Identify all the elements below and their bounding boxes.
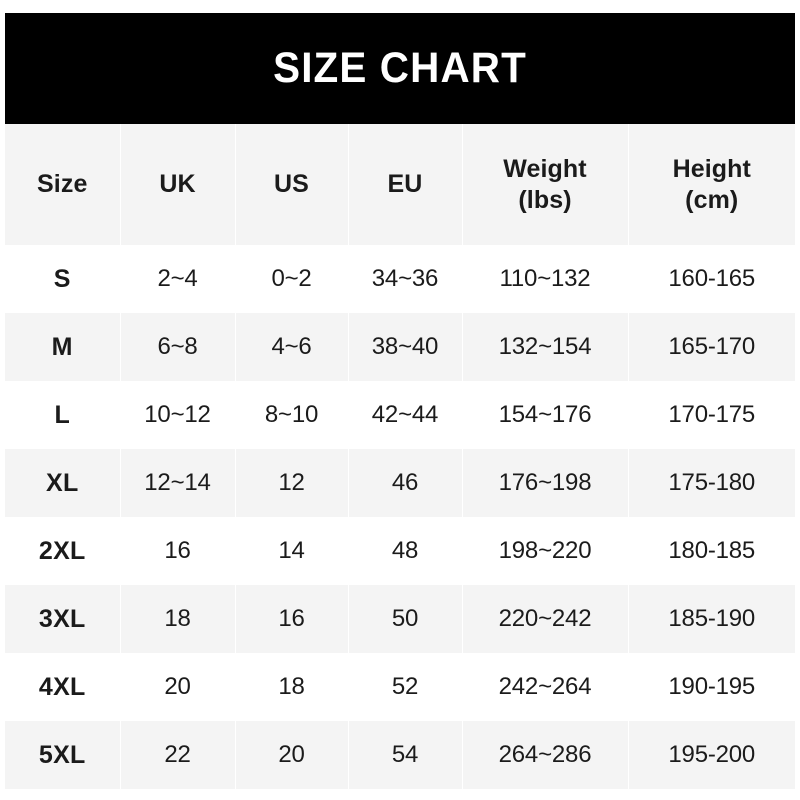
cell-uk: 22 — [120, 721, 236, 789]
cell-size: M — [5, 313, 121, 381]
cell-size: S — [5, 245, 121, 313]
table-row: M 6~8 4~6 38~40 132~154 165-170 — [5, 313, 795, 381]
column-header-height-unit: (cm) — [685, 185, 739, 214]
table-row: S 2~4 0~2 34~36 110~132 160-165 — [5, 245, 795, 313]
table-row: 5XL 22 20 54 264~286 195-200 — [5, 721, 795, 789]
cell-us: 16 — [235, 585, 349, 653]
cell-us: 20 — [235, 721, 349, 789]
cell-us: 12 — [235, 449, 349, 517]
cell-size: L — [5, 381, 121, 449]
cell-weight: 242~264 — [462, 653, 629, 721]
cell-eu: 34~36 — [348, 245, 463, 313]
table-header-row: Size UK US EU Weight (lbs) Height (cm) — [5, 124, 795, 245]
table-row: L 10~12 8~10 42~44 154~176 170-175 — [5, 381, 795, 449]
cell-size: 5XL — [5, 721, 121, 789]
cell-us: 14 — [235, 517, 349, 585]
cell-height: 185-190 — [628, 585, 795, 653]
table-row: XL 12~14 12 46 176~198 175-180 — [5, 449, 795, 517]
cell-size: XL — [5, 449, 121, 517]
cell-eu: 46 — [348, 449, 463, 517]
cell-eu: 52 — [348, 653, 463, 721]
column-header-uk: UK — [120, 124, 236, 245]
cell-uk: 2~4 — [120, 245, 236, 313]
column-header-size-label: Size — [37, 170, 88, 199]
cell-size: 2XL — [5, 517, 121, 585]
column-header-height: Height (cm) — [628, 124, 795, 245]
cell-us: 4~6 — [235, 313, 349, 381]
column-header-us: US — [235, 124, 349, 245]
cell-weight: 154~176 — [462, 381, 629, 449]
column-header-size: Size — [5, 124, 121, 245]
column-header-height-label: Height — [672, 155, 751, 183]
cell-weight: 176~198 — [462, 449, 629, 517]
cell-height: 195-200 — [628, 721, 795, 789]
column-header-us-label: US — [274, 170, 309, 199]
cell-height: 160-165 — [628, 245, 795, 313]
table-header: Size UK US EU Weight (lbs) Height (cm) — [5, 124, 795, 245]
cell-uk: 18 — [120, 585, 236, 653]
cell-uk: 12~14 — [120, 449, 236, 517]
column-header-weight-label: Weight — [503, 155, 587, 183]
cell-eu: 38~40 — [348, 313, 463, 381]
cell-uk: 10~12 — [120, 381, 236, 449]
table-row: 4XL 20 18 52 242~264 190-195 — [5, 653, 795, 721]
cell-weight: 220~242 — [462, 585, 629, 653]
title-banner: SIZE CHART — [5, 13, 795, 124]
cell-height: 165-170 — [628, 313, 795, 381]
cell-weight: 110~132 — [462, 245, 629, 313]
cell-size: 4XL — [5, 653, 121, 721]
cell-uk: 6~8 — [120, 313, 236, 381]
cell-eu: 50 — [348, 585, 463, 653]
cell-height: 180-185 — [628, 517, 795, 585]
table-body: S 2~4 0~2 34~36 110~132 160-165 M 6~8 4~6 38~40 13… — [5, 245, 795, 789]
cell-uk: 16 — [120, 517, 236, 585]
table-row: 3XL 18 16 50 220~242 185-190 — [5, 585, 795, 653]
cell-eu: 48 — [348, 517, 463, 585]
column-header-eu-label: EU — [387, 170, 423, 199]
column-header-eu: EU — [348, 124, 463, 245]
cell-us: 0~2 — [235, 245, 349, 313]
cell-us: 8~10 — [235, 381, 349, 449]
page-title: SIZE CHART — [273, 44, 527, 92]
cell-height: 190-195 — [628, 653, 795, 721]
column-header-weight-unit: (lbs) — [518, 185, 572, 214]
column-header-uk-label: UK — [159, 170, 196, 199]
cell-weight: 264~286 — [462, 721, 629, 789]
cell-size: 3XL — [5, 585, 121, 653]
column-header-weight: Weight (lbs) — [462, 124, 629, 245]
cell-uk: 20 — [120, 653, 236, 721]
cell-weight: 132~154 — [462, 313, 629, 381]
table-row: 2XL 16 14 48 198~220 180-185 — [5, 517, 795, 585]
cell-height: 170-175 — [628, 381, 795, 449]
cell-us: 18 — [235, 653, 349, 721]
cell-height: 175-180 — [628, 449, 795, 517]
cell-eu: 54 — [348, 721, 463, 789]
cell-eu: 42~44 — [348, 381, 463, 449]
size-chart-table: Size UK US EU Weight (lbs) Height (cm) — [5, 124, 795, 789]
cell-weight: 198~220 — [462, 517, 629, 585]
